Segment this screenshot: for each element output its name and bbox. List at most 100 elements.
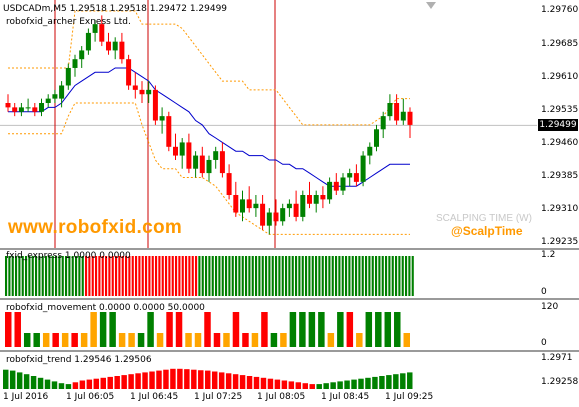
movement-histogram[interactable]	[0, 300, 537, 350]
fxid-express-label: fxid_express 1.0000 0.0000	[6, 251, 131, 261]
trend-bar	[128, 374, 134, 389]
trend-bar	[44, 379, 51, 389]
express-bar	[81, 256, 84, 296]
trend-histogram[interactable]	[0, 352, 537, 390]
movement-pane[interactable]	[0, 300, 537, 350]
express-bar	[131, 256, 134, 296]
express-bar	[281, 256, 284, 296]
express-bar	[18, 256, 21, 296]
express-bar	[78, 256, 81, 296]
express-bar	[355, 256, 358, 296]
trend-bar	[309, 384, 315, 389]
candle-body	[253, 203, 259, 209]
trend-bar	[9, 370, 16, 389]
express-bar	[75, 256, 78, 296]
express-bar	[311, 256, 314, 296]
express-bar	[71, 256, 74, 296]
express-bar	[231, 256, 234, 296]
candle-body	[179, 142, 185, 156]
trend-bar	[281, 380, 288, 389]
movement-bar	[137, 333, 145, 347]
candle-body	[293, 203, 299, 217]
candle-body	[92, 24, 98, 33]
candle-body	[360, 155, 366, 182]
candle-body	[126, 59, 132, 86]
express-bar	[188, 256, 191, 296]
movement-bar	[194, 333, 202, 347]
express-bar	[308, 256, 311, 296]
express-bar	[38, 256, 41, 296]
express-bar	[98, 256, 101, 296]
express-bar	[31, 256, 34, 296]
movement-bar	[42, 333, 50, 347]
movement-bar	[166, 312, 173, 347]
trend-bar	[177, 368, 183, 389]
pane-separator[interactable]	[0, 248, 579, 250]
express-bar	[301, 256, 304, 296]
price-chart-canvas[interactable]	[0, 0, 537, 248]
movement-bar	[375, 312, 382, 347]
express-bar	[55, 256, 58, 296]
express-bar	[278, 256, 281, 296]
express-bar	[388, 256, 391, 296]
trend-label: robofxid_trend 1.29546 1.29506	[6, 355, 152, 365]
express-bar	[238, 256, 241, 296]
candle-body	[240, 199, 245, 213]
time-tick: 1 Jul 06:05	[66, 392, 115, 402]
movement-bar	[90, 312, 97, 347]
express-bar	[41, 256, 44, 296]
candle-body	[246, 199, 252, 209]
express-bar	[111, 256, 114, 296]
express-bar	[95, 256, 98, 296]
scalping-title: SCALPING TIME (W)	[436, 213, 532, 224]
movement-bar	[23, 333, 31, 347]
express-bar	[141, 256, 144, 296]
scalping-handle: @ScalpTime	[451, 224, 523, 238]
movement-scale-bottom: 0	[541, 338, 547, 348]
trend-scale-bottom: 1.29258	[541, 377, 579, 387]
express-bar	[268, 256, 271, 296]
trend-bar	[205, 370, 211, 389]
candle-body	[72, 59, 78, 68]
pane-separator[interactable]	[0, 298, 579, 300]
trend-bar	[184, 369, 190, 389]
candle-body	[407, 111, 413, 125]
fxid-express-histogram[interactable]	[0, 250, 537, 298]
trend-bar	[218, 372, 225, 389]
express-scale-bottom: 0	[541, 287, 547, 297]
express-bar	[248, 256, 251, 296]
trend-bar	[379, 376, 385, 389]
movement-bar	[128, 333, 135, 347]
trend-bar	[114, 376, 120, 389]
express-bar	[318, 256, 321, 296]
pane-separator[interactable]	[0, 350, 579, 352]
trend-bar	[58, 383, 65, 389]
express-bar	[398, 256, 401, 296]
trend-bar	[386, 375, 392, 389]
express-bar	[285, 256, 288, 296]
candle-body	[320, 195, 326, 200]
candle-body	[159, 116, 165, 121]
express-bar	[185, 256, 188, 296]
time-tick: 1 Jul 2016	[3, 392, 49, 402]
price-tick: 1.29760	[541, 5, 579, 15]
express-bar	[235, 256, 238, 296]
express-bar	[35, 256, 38, 296]
movement-bar	[14, 312, 21, 347]
price-tick: 1.29310	[541, 204, 579, 214]
time-tick: 1 Jul 08:45	[321, 392, 370, 402]
express-bar	[11, 256, 14, 296]
movement-bar	[346, 312, 354, 347]
trend-bar	[288, 381, 295, 389]
express-bar	[251, 256, 254, 296]
scroll-indicator-icon[interactable]	[426, 2, 436, 10]
candle-body	[186, 142, 192, 169]
express-bar	[345, 256, 348, 296]
candle-body	[367, 146, 373, 156]
express-bar	[375, 256, 378, 296]
express-bar	[108, 256, 111, 296]
movement-bar	[327, 333, 335, 347]
express-bar	[261, 256, 264, 296]
express-bar	[295, 256, 298, 296]
express-bar	[181, 256, 184, 296]
